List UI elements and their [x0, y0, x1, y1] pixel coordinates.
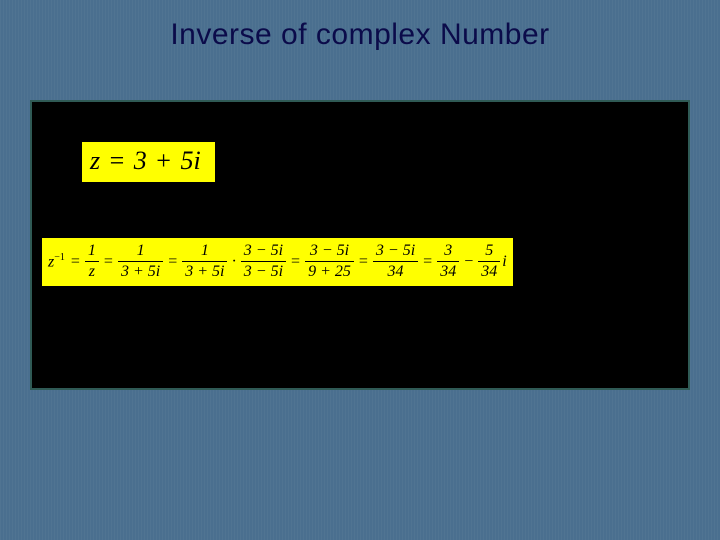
- equals-sign: =: [101, 253, 116, 271]
- content-panel: z = 3 + 5i z−1 = 1 z = 1 3 +: [30, 100, 690, 390]
- fraction-1-over-3plus5i-b: 1 3 + 5i: [180, 242, 229, 282]
- denominator: 34: [478, 263, 500, 281]
- equals-sign: =: [107, 146, 128, 175]
- fraction-bar: [182, 261, 227, 262]
- denominator: 3 − 5i: [241, 263, 286, 281]
- fraction-bar: [85, 261, 99, 262]
- fraction-bar: [118, 261, 163, 262]
- equals-sign: =: [68, 253, 83, 271]
- fraction-1-over-z: 1 z: [83, 242, 101, 282]
- numerator: 1: [85, 242, 99, 260]
- fraction-conjugate: 3 − 5i 3 − 5i: [239, 242, 288, 282]
- fraction-3-over-34: 3 34: [435, 242, 461, 282]
- minus-sign: −: [461, 253, 476, 271]
- numerator: 1: [134, 242, 148, 260]
- fraction-bar: [437, 261, 459, 262]
- numerator: 1: [198, 242, 212, 260]
- denominator: 34: [437, 263, 459, 281]
- imag-unit: i: [193, 146, 200, 175]
- equals-sign: =: [165, 253, 180, 271]
- fraction-bar: [305, 261, 354, 262]
- fraction-1-over-3plus5i: 1 3 + 5i: [116, 242, 165, 282]
- fraction-bar: [373, 261, 418, 262]
- dot-operator: ·: [229, 253, 238, 271]
- fraction-bar: [241, 261, 286, 262]
- real-part: 3: [134, 146, 147, 175]
- equals-sign: =: [420, 253, 435, 271]
- plus-sign: +: [153, 146, 174, 175]
- numerator: 3 − 5i: [241, 242, 286, 260]
- fraction-over-9plus25: 3 − 5i 9 + 25: [303, 242, 356, 282]
- trailing-i: i: [502, 253, 506, 271]
- denominator: 9 + 25: [305, 263, 354, 281]
- lhs-z-inverse: z−1: [48, 252, 68, 271]
- exponent-minus1: −1: [54, 252, 65, 263]
- var-z: z: [90, 146, 100, 175]
- denominator: z: [86, 263, 98, 281]
- denominator: 3 + 5i: [118, 263, 163, 281]
- equation-z-definition: z = 3 + 5i: [82, 142, 215, 182]
- numerator: 3 − 5i: [307, 242, 352, 260]
- equals-sign: =: [356, 253, 371, 271]
- denominator: 34: [385, 263, 407, 281]
- numerator: 5: [482, 242, 496, 260]
- fraction-5-over-34: 5 34: [476, 242, 502, 282]
- fraction-over-34: 3 − 5i 34: [371, 242, 420, 282]
- equals-sign: =: [288, 253, 303, 271]
- numerator: 3 − 5i: [373, 242, 418, 260]
- slide-title: Inverse of complex Number: [0, 18, 720, 52]
- fraction-bar: [478, 261, 500, 262]
- numerator: 3: [441, 242, 455, 260]
- equation-z-inverse: z−1 = 1 z = 1 3 + 5i = 1: [42, 238, 513, 286]
- imag-coeff: 5: [180, 146, 193, 175]
- denominator: 3 + 5i: [182, 263, 227, 281]
